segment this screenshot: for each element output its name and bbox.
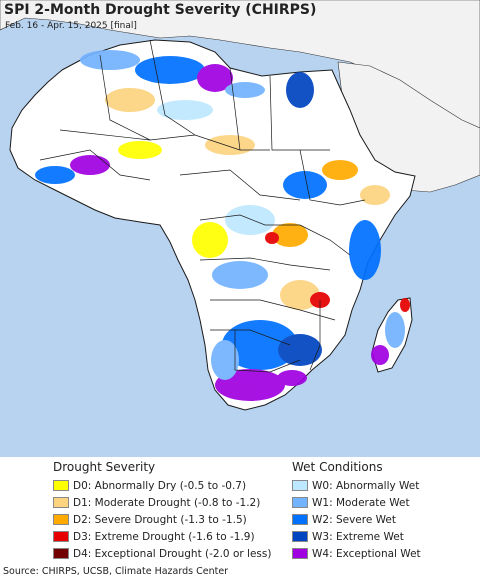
legend-swatch-d2: [53, 514, 69, 525]
legend-item-w1: W1: Moderate Wet: [292, 494, 421, 511]
legend-swatch-w0: [292, 480, 308, 491]
anomaly-patches: [35, 50, 410, 401]
legend-swatch-w2: [292, 514, 308, 525]
legend-swatch-w4: [292, 548, 308, 559]
legend-item-w2: W2: Severe Wet: [292, 511, 421, 528]
drought-legend-heading: Drought Severity: [53, 460, 156, 474]
legend-label-w2: W2: Severe Wet: [312, 513, 396, 526]
legend-label-w4: W4: Exceptional Wet: [312, 547, 421, 560]
legend-panel: Drought Severity D0: Abnormally Dry (-0.…: [0, 457, 480, 567]
legend-label-d0: D0: Abnormally Dry (-0.5 to -0.7): [73, 479, 247, 492]
legend-item-w0: W0: Abnormally Wet: [292, 477, 421, 494]
legend-label-w1: W1: Moderate Wet: [312, 496, 410, 509]
legend-swatch-d3: [53, 531, 69, 542]
legend-swatch-w1: [292, 497, 308, 508]
legend-item-d2: D2: Severe Drought (-1.3 to -1.5): [53, 511, 271, 528]
legend-item-d1: D1: Moderate Drought (-0.8 to -1.2): [53, 494, 271, 511]
country-borders: [39, 39, 366, 373]
legend-item-d0: D0: Abnormally Dry (-0.5 to -0.7): [53, 477, 271, 494]
legend-label-w3: W3: Extreme Wet: [312, 530, 404, 543]
legend-item-d4: D4: Exceptional Drought (-2.0 or less): [53, 545, 271, 562]
wet-legend: Wet Conditions W0: Abnormally Wet W1: Mo…: [292, 459, 421, 562]
map-subtitle: Feb. 16 - Apr. 15, 2025 [final]: [5, 21, 137, 31]
legend-label-w0: W0: Abnormally Wet: [312, 479, 420, 492]
map-title: SPI 2-Month Drought Severity (CHIRPS): [4, 2, 316, 18]
legend-label-d1: D1: Moderate Drought (-0.8 to -1.2): [73, 496, 261, 509]
legend-swatch-w3: [292, 531, 308, 542]
wet-legend-heading: Wet Conditions: [292, 460, 383, 474]
map-panel: SPI 2-Month Drought Severity (CHIRPS) Fe…: [0, 0, 480, 457]
legend-label-d3: D3: Extreme Drought (-1.6 to -1.9): [73, 530, 255, 543]
legend-label-d2: D2: Severe Drought (-1.3 to -1.5): [73, 513, 247, 526]
legend-swatch-d0: [53, 480, 69, 491]
legend-label-d4: D4: Exceptional Drought (-2.0 or less): [73, 547, 272, 560]
drought-legend: Drought Severity D0: Abnormally Dry (-0.…: [53, 459, 271, 562]
source-credit: Source: CHIRPS, UCSB, Climate Hazards Ce…: [3, 566, 229, 577]
legend-item-w4: W4: Exceptional Wet: [292, 545, 421, 562]
legend-item-d3: D3: Extreme Drought (-1.6 to -1.9): [53, 528, 271, 545]
legend-swatch-d4: [53, 548, 69, 559]
legend-item-w3: W3: Extreme Wet: [292, 528, 421, 545]
legend-swatch-d1: [53, 497, 69, 508]
africa-map: SPI 2-Month Drought Severity (CHIRPS) Fe…: [0, 0, 480, 411]
